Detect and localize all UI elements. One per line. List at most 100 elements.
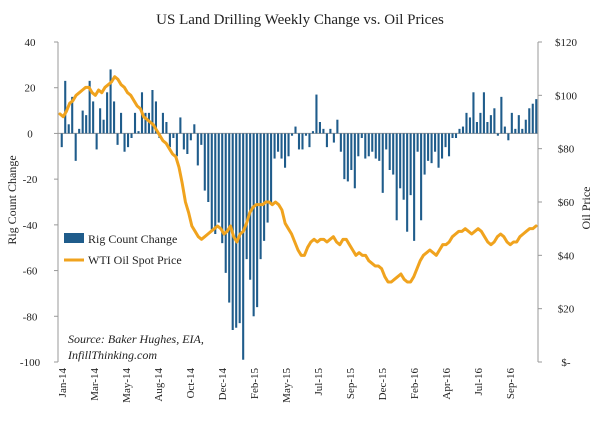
y-tick-label: 40 <box>25 37 37 49</box>
y2-axis-title: Oil Price <box>579 187 593 230</box>
bar <box>420 133 423 221</box>
bar <box>200 133 203 145</box>
bar <box>510 112 513 134</box>
bar <box>175 133 178 157</box>
bar <box>99 108 102 134</box>
x-tick-label: Apr-16 <box>441 368 453 400</box>
bar <box>182 133 185 150</box>
bar <box>290 133 294 136</box>
y2-tick-label: $100 <box>555 90 578 102</box>
bar <box>385 133 388 150</box>
source-line-1: Source: Baker Hughes, EIA, <box>68 332 204 346</box>
x-tick-label: Mar-14 <box>89 368 101 401</box>
bar <box>133 112 137 134</box>
bar <box>256 133 259 308</box>
bar <box>284 133 287 168</box>
bar <box>454 133 458 138</box>
x-tick-label: Feb-16 <box>409 368 421 400</box>
bar <box>514 128 517 134</box>
bar <box>437 133 440 168</box>
bar <box>325 133 328 148</box>
bar <box>102 119 105 134</box>
bar <box>266 133 269 223</box>
bar <box>465 112 468 134</box>
bar <box>472 92 475 134</box>
bar <box>207 133 210 202</box>
bar <box>427 133 430 161</box>
source-line-2: InfillThinking.com <box>67 348 157 362</box>
bar <box>346 133 349 182</box>
legend-bar-label: Rig Count Change <box>88 232 177 246</box>
bar <box>353 133 356 189</box>
y2-tick-label: $20 <box>558 304 575 316</box>
bar <box>123 133 126 152</box>
x-tick-label: Sep-16 <box>505 368 517 400</box>
bar <box>444 133 447 148</box>
bar <box>242 133 245 360</box>
bar <box>315 94 318 134</box>
y-tick-label: -40 <box>23 220 38 232</box>
bar <box>350 133 353 170</box>
y2-tick-label: $60 <box>558 197 575 209</box>
bar <box>371 133 374 152</box>
bar <box>221 133 224 244</box>
bar <box>147 112 151 134</box>
bar <box>531 103 534 134</box>
bar <box>535 99 538 134</box>
bar <box>479 112 482 134</box>
bar <box>304 133 308 136</box>
bar <box>126 133 130 148</box>
bar <box>78 128 81 134</box>
bar <box>507 133 510 141</box>
bar <box>430 133 433 164</box>
bar <box>193 124 196 134</box>
bar <box>252 133 255 317</box>
bar <box>210 133 213 230</box>
bar <box>402 133 405 200</box>
x-tick-label: May-15 <box>281 368 293 403</box>
bar <box>434 133 437 152</box>
bar <box>395 133 398 221</box>
line-layer <box>58 75 538 284</box>
bar <box>88 80 91 134</box>
bar <box>489 115 492 134</box>
bar <box>500 96 503 134</box>
bar <box>245 133 248 260</box>
bar <box>343 133 346 180</box>
bar <box>287 133 290 157</box>
x-tick-label: May-14 <box>121 368 133 403</box>
bar <box>486 122 489 134</box>
oil-price-line <box>58 75 538 284</box>
bar <box>228 133 231 303</box>
bar <box>172 133 175 138</box>
y2-tick-label: $80 <box>558 144 575 156</box>
bar <box>416 133 419 152</box>
bar <box>468 117 472 134</box>
bar <box>336 119 339 134</box>
bar <box>297 133 301 150</box>
bar <box>81 110 84 134</box>
y-axis-title: Rig Count Change <box>5 155 19 244</box>
bar <box>521 128 524 134</box>
bar <box>364 133 367 159</box>
bar <box>186 133 189 154</box>
bars-layer <box>60 69 538 360</box>
bar <box>189 133 192 141</box>
bar <box>203 133 206 191</box>
bar <box>60 133 63 148</box>
bar <box>447 133 451 157</box>
bar <box>280 133 283 159</box>
bar <box>106 92 109 134</box>
bar <box>95 133 98 150</box>
bar <box>360 133 363 138</box>
y-tick-label: -60 <box>23 266 38 278</box>
bar <box>374 133 377 159</box>
bar <box>214 133 217 234</box>
chart-title: US Land Drilling Weekly Change vs. Oil P… <box>156 12 444 28</box>
bar <box>451 133 454 138</box>
bar <box>92 101 95 134</box>
bar <box>458 128 461 134</box>
y-tick-label: 20 <box>25 83 37 95</box>
bar <box>64 80 67 134</box>
